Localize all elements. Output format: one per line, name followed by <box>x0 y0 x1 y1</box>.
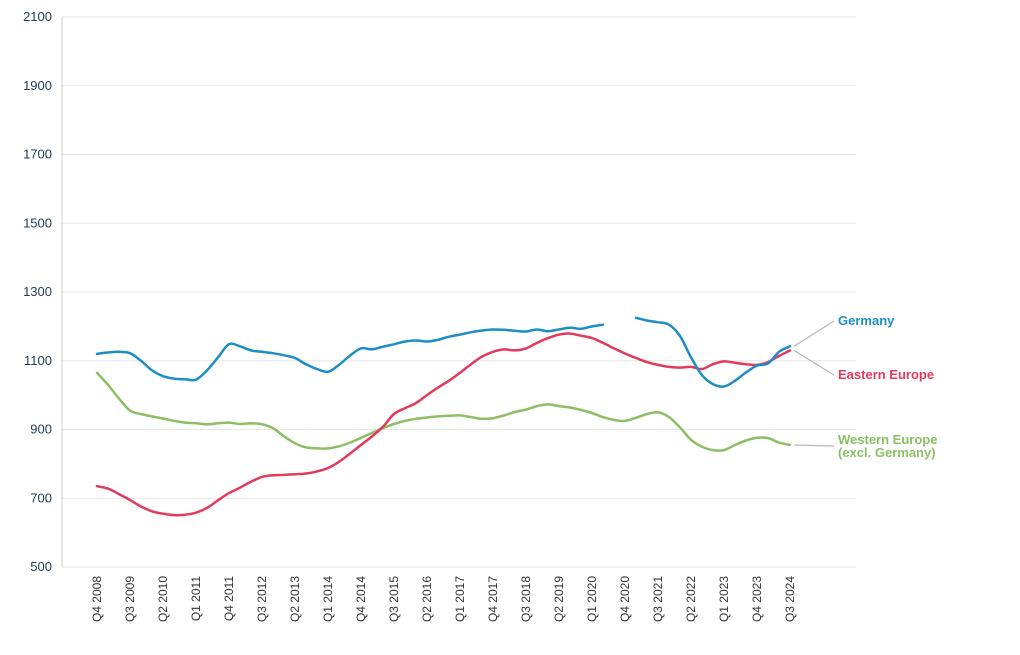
x-axis-tick-label: Q4 2008 <box>90 576 104 622</box>
series-label-western-europe: Western Europe (excl. Germany) <box>838 433 937 459</box>
leader-line-eastern-europe <box>793 349 835 376</box>
x-axis-tick-label: Q2 2022 <box>684 576 698 622</box>
series-label-western-europe-line2: (excl. Germany) <box>838 445 936 460</box>
x-axis-tick-label: Q1 2020 <box>585 576 599 622</box>
y-axis-tick-label: 2100 <box>23 9 52 24</box>
x-axis-tick-label: Q4 2011 <box>222 576 236 621</box>
y-axis-tick-label: 900 <box>30 422 52 437</box>
x-axis-tick-label: Q2 2013 <box>288 576 302 622</box>
y-axis-tick-label: 1100 <box>24 353 52 368</box>
y-axis-tick-label: 1700 <box>23 147 52 162</box>
leader-line-germany <box>793 320 835 347</box>
series-line-eastern-europe <box>95 332 792 517</box>
leader-line-western-europe <box>793 444 835 447</box>
series-line-germany <box>634 316 792 388</box>
y-axis-tick-label: 1500 <box>23 215 52 230</box>
x-axis-tick-label: Q1 2011 <box>189 576 203 621</box>
x-axis-tick-label: Q4 2014 <box>354 576 368 622</box>
x-axis-tick-label: Q3 2021 <box>651 576 665 622</box>
x-axis-tick-label: Q4 2017 <box>486 576 500 622</box>
x-axis-tick-label: Q3 2018 <box>519 576 533 622</box>
series-line-western-europe <box>95 371 792 452</box>
series-label-western-europe-line1: Western Europe <box>838 432 938 447</box>
x-axis-tick-label: Q3 2009 <box>123 576 137 622</box>
series-label-eastern-europe: Eastern Europe <box>838 367 935 382</box>
x-axis-tick-label: Q3 2024 <box>783 576 797 622</box>
x-axis-tick-label: Q3 2012 <box>255 576 269 622</box>
y-axis-tick-label: 1900 <box>23 78 52 93</box>
x-axis-tick-label: Q2 2010 <box>156 576 170 622</box>
y-axis-tick-label: 500 <box>30 559 52 574</box>
series-line-germany <box>95 323 605 382</box>
x-axis-tick-label: Q3 2015 <box>387 576 401 622</box>
y-axis-tick-label: 700 <box>30 490 52 505</box>
x-axis-tick-label: Q1 2014 <box>321 576 335 622</box>
y-axis-tick-label: 1300 <box>23 284 52 299</box>
x-axis-tick-label: Q1 2017 <box>453 576 467 622</box>
series-label-germany: Germany <box>838 313 895 328</box>
x-axis-tick-label: Q4 2023 <box>750 576 764 622</box>
x-axis-tick-label: Q2 2016 <box>420 576 434 622</box>
x-axis-tick-label: Q4 2020 <box>618 576 632 622</box>
x-axis-tick-label: Q2 2019 <box>552 576 566 622</box>
x-axis-tick-label: Q1 2023 <box>717 576 731 622</box>
